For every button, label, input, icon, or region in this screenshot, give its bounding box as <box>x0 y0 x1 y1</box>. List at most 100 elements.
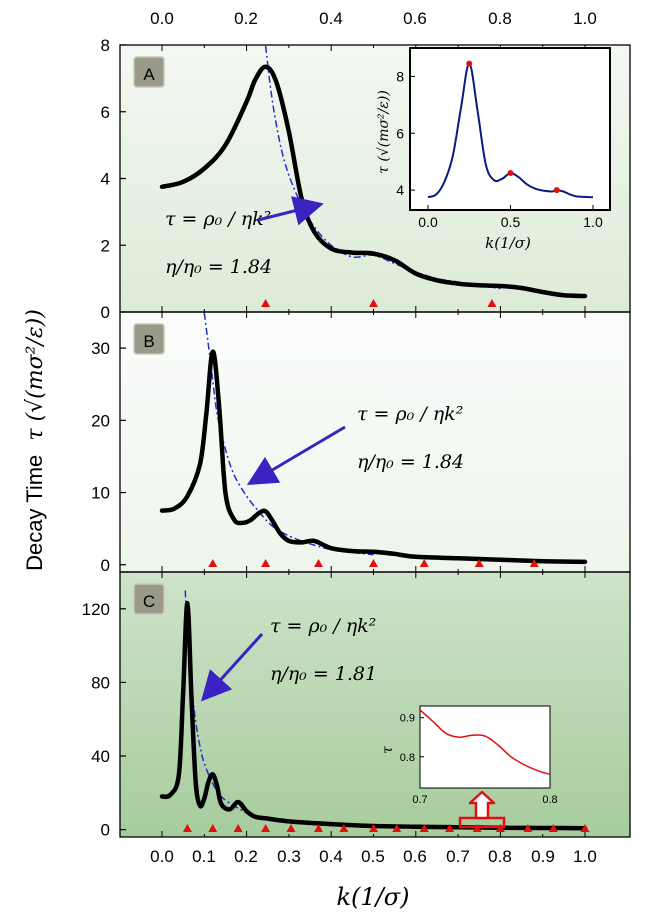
inset-a-ylabel: τ (√(mσ²/ε)) <box>376 90 392 174</box>
inset-a-ytick: 4 <box>396 182 404 198</box>
annotation-arrow <box>200 632 264 702</box>
panel-badge-box <box>133 323 165 355</box>
fit-annotation: τ = ρ₀ / ηk² η/η₀ = 1.84 <box>165 196 324 278</box>
bottom-xtick: 0.0 <box>150 847 174 866</box>
bottom-xtick: 0.9 <box>531 847 555 866</box>
peak-marker <box>487 299 497 307</box>
y-tick-label: 80 <box>91 673 110 692</box>
y-tick-label: 0 <box>101 821 110 840</box>
peak-marker <box>369 299 378 307</box>
top-x-axis: 0.0 0.2 0.4 0.6 0.8 1.0 <box>150 9 597 28</box>
inset-c-ytick: 0.9 <box>400 713 415 725</box>
bottom-xtick: 0.2 <box>234 847 258 866</box>
panel-badge: B <box>133 323 165 355</box>
fit-annotation: τ = ρ₀ / ηk² η/η₀ = 1.84 <box>246 403 464 486</box>
inset-c-curve <box>419 709 551 776</box>
y-tick-label: 0 <box>101 303 110 322</box>
peak-marker <box>548 824 558 832</box>
peak-marker <box>182 824 192 832</box>
bottom-xtick: 0.8 <box>488 847 512 866</box>
decay-time-curve <box>159 349 588 565</box>
inset-c-ylabel: τ <box>380 746 396 754</box>
peak-marker <box>419 824 429 832</box>
inset-a-marker <box>466 60 473 67</box>
bottom-xtick: 0.5 <box>361 847 385 866</box>
annotation-arrow <box>246 425 346 486</box>
peak-marker <box>233 824 243 832</box>
zoom-up-arrow-icon <box>468 790 496 820</box>
panel-badge-box <box>133 583 165 615</box>
y-tick-label: 6 <box>101 103 110 122</box>
panel-b-background <box>120 312 630 572</box>
panel-badge: C <box>133 583 165 615</box>
peak-marker <box>529 559 539 567</box>
panel-badge-letter: C <box>143 592 155 611</box>
inset-a-marker <box>553 187 560 194</box>
svg-text:Decay Time τ (√(mσ²/ε)): Decay Time τ (√(mσ²/ε)) <box>22 309 48 571</box>
y-tick-label: 0 <box>101 556 110 575</box>
top-xtick: 0.2 <box>234 9 258 28</box>
inset-a-marker <box>507 170 514 177</box>
inset-a-xlabel: k(1/σ) <box>485 234 531 252</box>
viscosity-ratio: η/η₀ = 1.84 <box>357 451 464 473</box>
inset-c-xtick: 0.7 <box>412 794 427 806</box>
y-tick-label: 40 <box>91 747 110 766</box>
peak-marker <box>314 824 324 832</box>
y-axis-label-math: τ (√(mσ²/ε)) <box>23 309 48 440</box>
bottom-xtick: 0.1 <box>192 847 216 866</box>
inset-c-frame <box>419 705 551 789</box>
y-axis-label: Decay Time τ (√(mσ²/ε)) <box>22 309 48 571</box>
inset-c-ytick: 0.8 <box>400 752 415 764</box>
inset-a-curve <box>427 62 594 199</box>
top-xtick: 1.0 <box>573 9 597 28</box>
y-tick-label: 8 <box>101 36 110 55</box>
panel-badge: A <box>133 56 165 88</box>
peak-marker <box>339 824 349 832</box>
peak-marker <box>474 559 484 567</box>
panel-a: 0 2 4 6 8 Aτ = ρ₀ / ηk² η/η₀ = 1.84 0.0 0.5 1.0 4 6… <box>101 36 611 322</box>
peak-marker <box>369 559 378 567</box>
y-tick-label: 4 <box>101 170 110 189</box>
panel-badge-letter: A <box>143 65 155 84</box>
top-xtick: 0.8 <box>488 9 512 28</box>
peak-marker <box>419 559 429 567</box>
fit-formula: τ = ρ₀ / ηk² <box>357 403 463 425</box>
peak-marker <box>261 299 271 307</box>
inset-a-xtick: 0.5 <box>501 214 521 230</box>
inset-a-frame <box>409 47 611 211</box>
panel-c-frame <box>119 571 631 838</box>
panel-b: 0 10 20 30 Bτ = ρ₀ / ηk² η/η₀ = 1.84 <box>91 312 588 575</box>
peak-marker <box>314 559 324 567</box>
bottom-xtick: 0.6 <box>403 847 427 866</box>
inset-c-xtick: 0.8 <box>542 794 557 806</box>
peak-marker <box>369 824 378 832</box>
y-tick-label: 30 <box>91 339 110 358</box>
viscosity-ratio: η/η₀ = 1.81 <box>270 663 377 685</box>
fit-annotation: τ = ρ₀ / ηk² η/η₀ = 1.81 <box>200 615 377 702</box>
x-axis-label: k(1/σ) <box>336 883 409 911</box>
peak-marker <box>261 559 271 567</box>
panel-badge-box <box>133 56 165 88</box>
peak-marker <box>286 824 296 832</box>
peak-marker <box>208 559 218 567</box>
fit-formula: τ = ρ₀ / ηk² <box>165 208 271 230</box>
bottom-xtick: 0.4 <box>319 847 343 866</box>
bottom-xtick: 0.3 <box>277 847 301 866</box>
y-axis-label-text: Decay Time <box>22 455 47 571</box>
annotation-arrow <box>257 196 324 226</box>
peak-marker <box>445 824 455 832</box>
peak-marker <box>523 824 533 832</box>
inset-a-ytick: 6 <box>396 125 404 141</box>
inset-a-ytick: 8 <box>396 68 404 84</box>
y-tick-label: 10 <box>91 484 110 503</box>
top-xtick: 0.4 <box>319 9 343 28</box>
decay-time-curve <box>159 64 588 299</box>
inset-a-xtick: 0.0 <box>418 214 438 230</box>
y-tick-label: 2 <box>101 236 110 255</box>
bottom-x-axis: 0.0 0.1 0.2 0.3 0.4 0.5 0.6 0.7 0.8 0.9 … <box>150 847 597 866</box>
top-xtick: 0.6 <box>403 9 427 28</box>
fit-curve <box>264 45 501 290</box>
panels: 0 2 4 6 8 Aτ = ρ₀ / ηk² η/η₀ = 1.84 0.0 0.5 1.0 4 6… <box>82 36 611 840</box>
fit-formula: τ = ρ₀ / ηk² <box>270 615 376 637</box>
